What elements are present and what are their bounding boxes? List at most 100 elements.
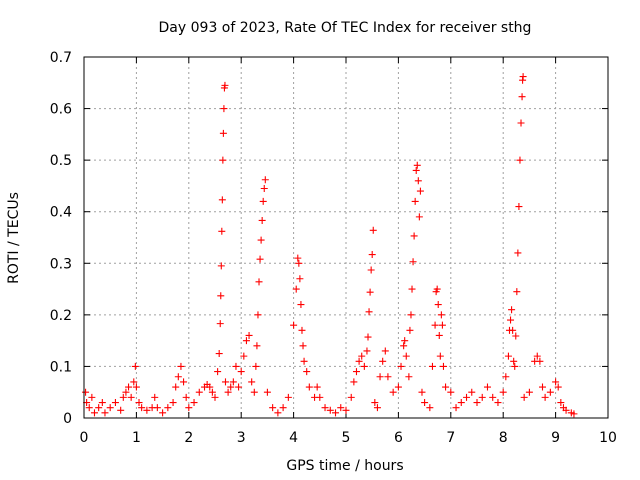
data-point [125,383,133,391]
data-point [562,406,570,414]
data-point [98,399,106,407]
data-point [263,388,271,396]
x-tick-label: 9 [551,430,560,446]
data-point [218,196,226,204]
data-point [151,393,159,401]
data-point [431,321,439,329]
data-point [190,399,198,407]
data-point [389,388,397,396]
data-point [516,156,524,164]
data-point [182,393,190,401]
data-point [130,378,138,386]
data-point [379,357,387,365]
data-point [489,393,497,401]
y-axis-label: ROTI / TECUs [6,192,22,284]
y-tick-label: 0.6 [50,102,72,118]
data-point [292,285,300,293]
x-tick-label: 5 [342,430,351,446]
data-point [211,393,219,401]
data-point [367,266,375,274]
y-tick-label: 0.5 [50,153,72,169]
data-point [518,93,526,101]
data-point [257,236,265,244]
data-point [218,227,226,235]
data-point [290,321,298,329]
y-tick-label: 0.1 [50,359,72,375]
data-point [504,352,512,360]
data-point [365,308,373,316]
data-point [368,251,376,259]
data-point [303,368,311,376]
data-point [119,393,127,401]
data-point [269,404,277,412]
data-point [300,357,308,365]
data-point [214,368,222,376]
data-point [305,383,313,391]
data-point [502,373,510,381]
data-point [358,352,366,360]
data-point [298,326,306,334]
data-point [533,352,541,360]
data-point [510,357,518,365]
data-point [224,388,232,396]
data-point [347,393,355,401]
data-point [256,255,264,263]
data-point [131,362,139,370]
data-point [185,404,193,412]
data-point [90,409,98,417]
data-point [363,347,371,355]
data-point [509,326,517,334]
data-point [499,388,507,396]
data-point [416,187,424,195]
data-point [326,406,334,414]
data-point [384,373,392,381]
x-axis-label: GPS time / hours [286,458,403,474]
data-point [95,404,103,412]
data-point [352,368,360,376]
data-point [254,311,262,319]
data-point [206,383,214,391]
data-point [250,388,258,396]
data-point [127,393,135,401]
data-point [174,373,182,381]
data-point [242,337,250,345]
data-point [428,362,436,370]
data-point [473,399,481,407]
data-point [235,383,243,391]
data-point [434,301,442,309]
data-point [418,388,426,396]
data-point [229,378,237,386]
data-point [232,362,240,370]
data-point [169,399,177,407]
data-point [255,278,263,286]
data-point [221,81,229,89]
data-point [546,388,554,396]
data-point [252,362,260,370]
data-point [437,311,445,319]
data-point [376,373,384,381]
data-point [260,185,268,193]
y-tick-label: 0.7 [50,50,72,66]
data-point [515,203,523,211]
data-point [517,119,525,127]
data-point [541,393,549,401]
data-point [259,197,267,205]
data-point [397,362,405,370]
data-point [452,404,460,412]
x-tick-label: 7 [446,430,455,446]
data-point [132,383,140,391]
data-point [381,347,389,355]
x-tick-label: 0 [80,430,89,446]
data-point [552,378,560,386]
y-tick-label: 0 [63,411,72,427]
data-point [557,399,565,407]
data-point [539,383,546,391]
data-point [248,378,256,386]
data-point [494,399,502,407]
data-point [447,388,455,396]
data-point [415,213,423,221]
data-point [421,399,429,407]
data-point [122,388,130,396]
data-point [258,216,266,224]
